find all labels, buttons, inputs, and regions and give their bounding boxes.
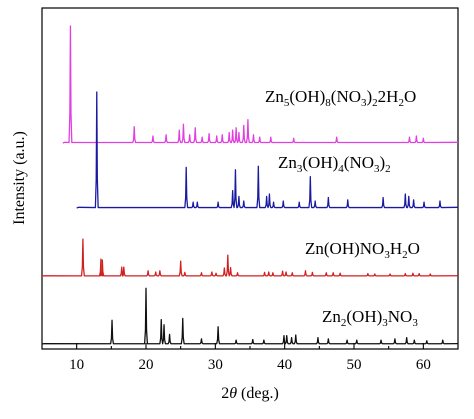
x-axis-label-theta: θ <box>229 385 237 402</box>
series-trace-2 <box>76 91 459 209</box>
series-trace-4 <box>41 287 459 345</box>
series-labels: Zn5​(OH)8​(NO3​)2​2H2​O Zn3​(OH)4​(NO3​)2… <box>265 87 420 329</box>
x-axis-label: 2θ (deg.) <box>221 385 279 402</box>
plot-frame <box>41 7 459 350</box>
x-tick-label: 10 <box>69 357 84 373</box>
x-tick-label: 40 <box>277 357 292 373</box>
x-tick-label: 30 <box>208 357 223 373</box>
x-tick-label: 20 <box>139 357 154 373</box>
series-label-1: Zn5​(OH)8​(NO3​)2​2H2​O <box>265 87 416 109</box>
traces <box>41 25 459 345</box>
series-trace-3 <box>41 238 459 277</box>
x-axis-label-suffix: (deg.) <box>237 385 279 402</box>
x-tick-label: 50 <box>347 357 362 373</box>
y-axis-label: Intensity (a.u.) <box>11 131 28 225</box>
x-tick-label: 60 <box>416 357 431 373</box>
x-axis-ticks: 10 20 30 40 50 60 <box>69 343 431 373</box>
series-label-3: Zn(OH)NO3​H2​O <box>305 239 420 261</box>
series-label-4: Zn2​(OH)3​NO3​ <box>322 307 418 329</box>
series-trace-1 <box>62 25 459 144</box>
series-label-2: Zn3​(OH)4​(NO3​)2​ <box>278 153 391 175</box>
x-axis-label-prefix: 2 <box>221 385 229 402</box>
